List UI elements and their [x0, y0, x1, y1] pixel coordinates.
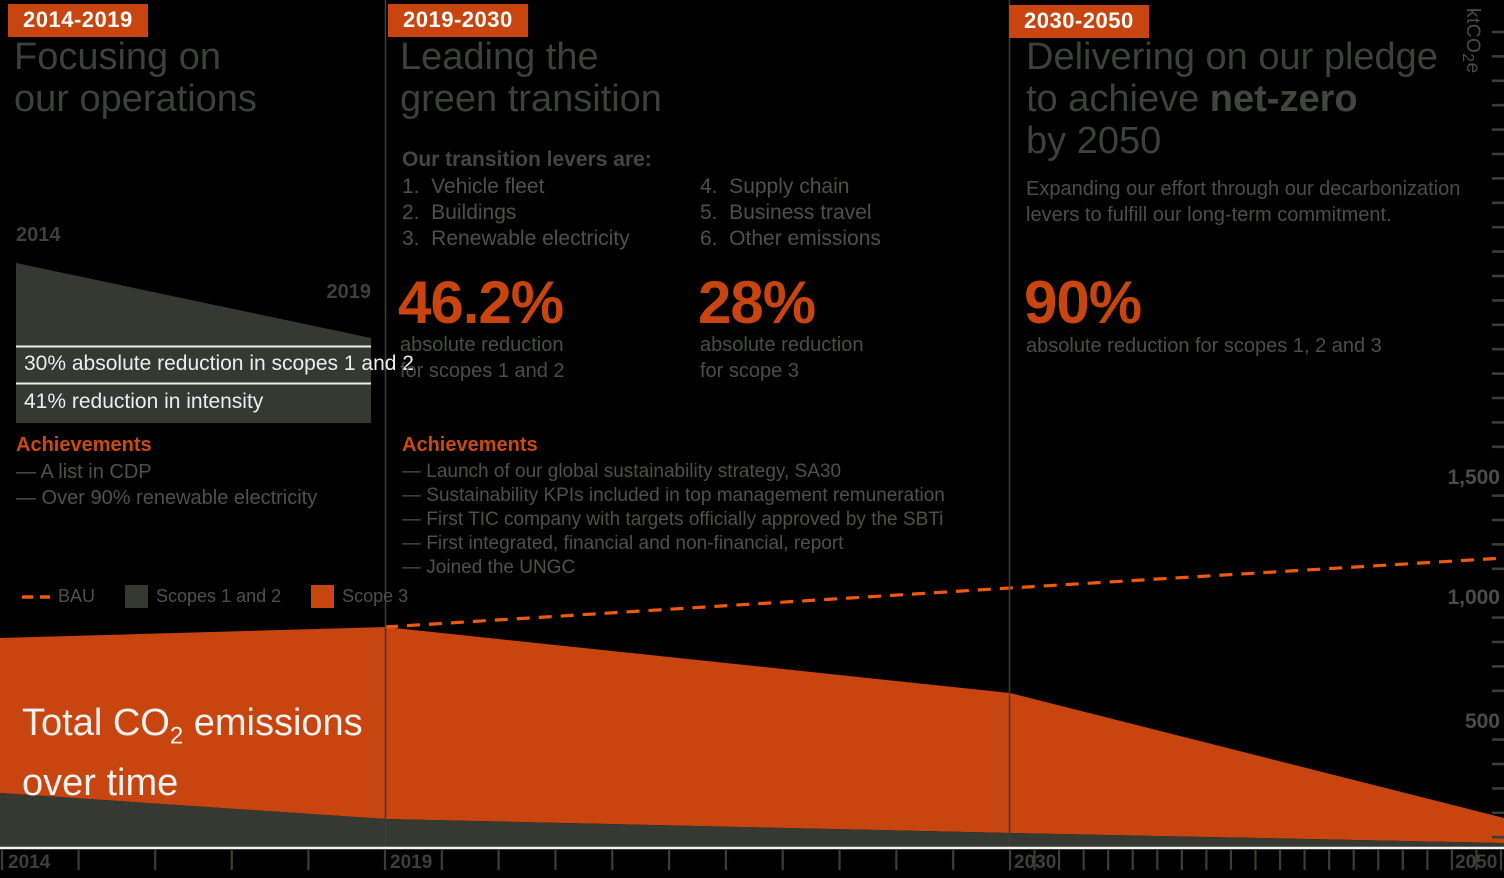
stat-row-intensity: 41% reduction in intensity	[24, 390, 264, 413]
panel3-title: Delivering on our pledge to achieve net-…	[1026, 36, 1438, 162]
chart-title: Total CO2 emissions over time	[22, 700, 363, 807]
panel3-title-net-zero: net-zero	[1209, 78, 1358, 120]
x-axis-label-2019: 2019	[390, 852, 433, 873]
levers-heading: Our transition levers are:	[402, 148, 652, 171]
levers-column-1: 1. Vehicle fleet 2. Buildings 3. Renewab…	[402, 174, 630, 252]
panel3-title-line2-normal: to achieve	[1026, 78, 1210, 120]
panel1-title-line1: Focusing on	[14, 36, 222, 78]
lever-item: 1. Vehicle fleet	[402, 175, 545, 198]
lever-item: 4. Supply chain	[700, 175, 850, 198]
x-axis-ticks	[0, 849, 1503, 870]
panel1-achievements-list: — A list in CDP — Over 90% renewable ele…	[16, 459, 317, 511]
achievement-item: — First TIC company with targets officia…	[402, 509, 944, 530]
chart-title-post: emissions	[183, 702, 363, 744]
panel1-title: Focusing on our operations	[14, 36, 257, 120]
achievement-item: — Sustainability KPIs included in top ma…	[402, 485, 945, 506]
y-axis-label-500: 500	[1464, 710, 1500, 733]
y-axis-unit-pre: ktCO	[1461, 8, 1483, 54]
wedge-year-start-label: 2014	[16, 224, 61, 246]
panel1-title-line2: our operations	[14, 78, 257, 120]
y-axis-ticks	[1492, 30, 1504, 839]
stat-row-scopes12: 30% absolute reduction in scopes 1 and 2	[24, 352, 414, 375]
stat-90-percent: 90%	[1024, 269, 1142, 336]
panel2-title-line1: Leading the	[400, 36, 599, 78]
stat-90-caption: absolute reduction for scopes 1, 2 and 3	[1026, 335, 1382, 357]
scope-3-swatch-icon	[311, 585, 335, 608]
stat-28-caption-line1: absolute reduction	[700, 334, 864, 356]
x-axis-label-2014: 2014	[8, 852, 51, 873]
achievement-item: — First integrated, financial and non-fi…	[402, 533, 844, 554]
stat-46-2-percent: 46.2%	[398, 269, 564, 336]
stat-46-2-caption: absolute reduction for scopes 1 and 2	[400, 332, 565, 384]
y-axis-unit-post: e	[1461, 62, 1483, 74]
bau-dash-icon	[22, 594, 50, 599]
chart-title-line2: over time	[22, 761, 179, 804]
panel2-achievements-list: — Launch of our global sustainability st…	[402, 460, 945, 580]
y-axis-label-1500: 1,500	[1447, 466, 1500, 489]
panel3-title-line3: by 2050	[1026, 120, 1162, 162]
wedge-year-end-label: 2019	[326, 281, 372, 303]
stat-46-2-caption-line1: absolute reduction	[400, 334, 564, 356]
panel1-period-badge: 2014-2019	[8, 4, 148, 37]
legend-scopes12-label: Scopes 1 and 2	[156, 586, 282, 606]
legend-bau-label: BAU	[58, 586, 96, 606]
scope-3-area	[0, 627, 1504, 843]
lever-item: 2. Buildings	[402, 201, 517, 224]
chart-title-line1: Total CO2 emissions	[22, 700, 363, 760]
stat-28-percent: 28%	[698, 269, 816, 336]
panel3-subtitle-line1: Expanding our effort through our decarbo…	[1026, 178, 1461, 200]
panel3-period-badge: 2030-2050	[1009, 5, 1149, 38]
achievement-item: — Joined the UNGC	[402, 557, 576, 578]
y-axis-label-1000: 1,000	[1447, 586, 1500, 609]
x-axis-label-2030: 2030	[1014, 852, 1057, 873]
panel3-subtitle-line2: levers to fulfill our long-term commitme…	[1026, 204, 1392, 226]
lever-item: 6. Other emissions	[700, 227, 881, 250]
lever-item: 5. Business travel	[700, 201, 872, 224]
x-axis-label-2050: 2050	[1455, 852, 1498, 873]
y-axis-unit-label: ktCO2e	[1458, 8, 1483, 74]
panel2-period-badge: 2019-2030	[388, 4, 528, 37]
chart-title-sub: 2	[169, 722, 184, 750]
panel2-title-line2: green transition	[400, 78, 662, 120]
panel3-subtitle: Expanding our effort through our decarbo…	[1026, 176, 1460, 228]
panel2-achievements-title: Achievements	[402, 434, 538, 456]
scopes-1-2-area	[0, 793, 1504, 847]
panel2-title: Leading the green transition	[400, 36, 662, 120]
achievement-item: — Over 90% renewable electricity	[16, 487, 318, 509]
y-axis-unit-sub: 2	[1459, 53, 1476, 63]
panel1-achievements-title: Achievements	[16, 434, 152, 456]
stat-28-caption: absolute reduction for scope 3	[700, 332, 863, 384]
panel3-title-line2: to achieve net-zero	[1026, 78, 1438, 120]
stat-28-caption-line2: for scope 3	[700, 360, 799, 382]
chart-legend: BAU Scopes 1 and 2 Scope 3	[22, 585, 430, 608]
panel3-title-line1: Delivering on our pledge	[1026, 36, 1438, 78]
chart-title-pre: Total CO	[22, 702, 170, 744]
achievement-item: — Launch of our global sustainability st…	[402, 461, 842, 482]
achievement-item: — A list in CDP	[16, 461, 152, 483]
legend-scope3-label: Scope 3	[342, 586, 409, 606]
scopes-1-2-swatch-icon	[125, 585, 149, 608]
stat-46-2-caption-line2: for scopes 1 and 2	[400, 360, 565, 382]
levers-column-2: 4. Supply chain 5. Business travel 6. Ot…	[700, 174, 881, 252]
lever-item: 3. Renewable electricity	[402, 227, 630, 250]
